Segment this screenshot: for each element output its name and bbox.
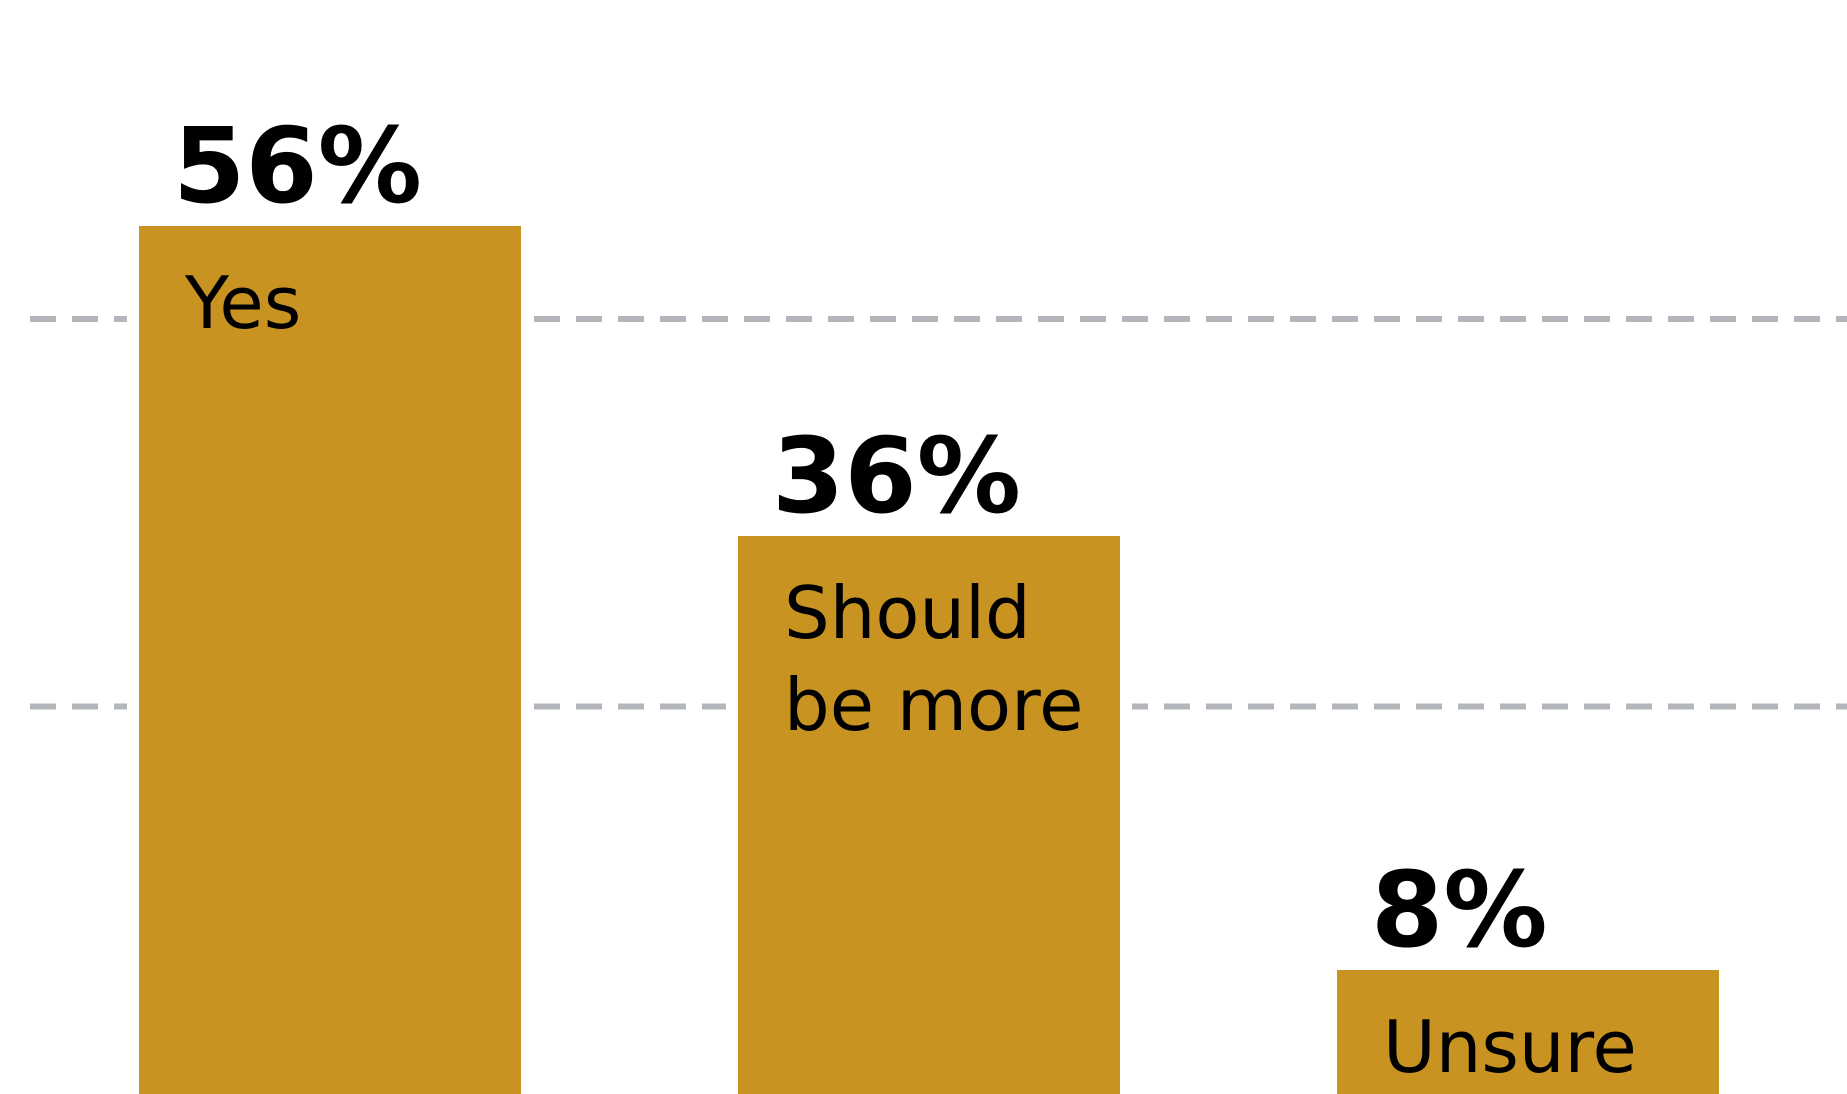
category-label: be more [784, 663, 1083, 747]
bars [127, 226, 1731, 1094]
bar [738, 536, 1120, 1094]
data-label: 36% [772, 415, 1021, 537]
bar [1337, 970, 1719, 1094]
data-label: 56% [173, 105, 422, 227]
category-label: Should [784, 571, 1031, 655]
category-label: Unsure [1383, 1005, 1637, 1089]
category-label: Yes [184, 261, 301, 345]
bar [139, 226, 521, 1094]
data-label: 8% [1371, 849, 1548, 971]
